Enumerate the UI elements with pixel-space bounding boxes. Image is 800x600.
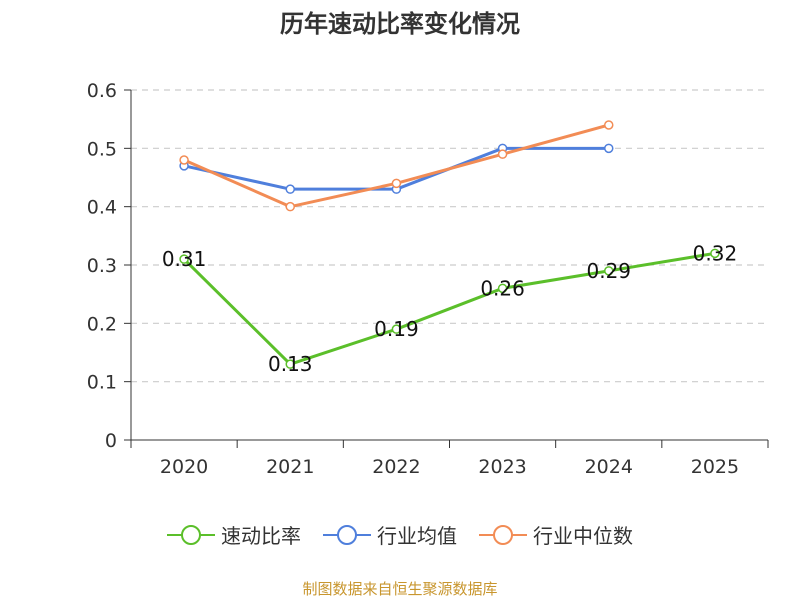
legend-item-industry-median[interactable]: 行业中位数	[479, 520, 633, 549]
data-label-2020: 0.31	[162, 247, 207, 271]
series-2-point-2021[interactable]	[285, 201, 295, 212]
x-tick-label-2025: 2025	[691, 456, 739, 478]
series-0-point-2023[interactable]	[497, 283, 508, 294]
chart-title: 历年速动比率变化情况	[280, 10, 520, 38]
data-label-2022: 0.19	[374, 317, 419, 341]
x-tick-label-2020: 2020	[160, 456, 208, 478]
series-0-point-2020[interactable]	[179, 254, 189, 264]
series-2-point-2024[interactable]	[604, 120, 614, 130]
legend-item-industry-mean[interactable]: 行业均值	[323, 520, 457, 549]
legend-label-industry-mean: 行业均值	[377, 524, 457, 548]
legend-marker-industry-median	[479, 524, 527, 545]
x-tick-label-2024: 2024	[585, 456, 633, 478]
legend-label-industry-median: 行业中位数	[533, 524, 633, 548]
data-label-2021: 0.13	[268, 352, 313, 376]
series-line-2	[183, 123, 610, 209]
legend-marker-quick-ratio	[167, 524, 215, 545]
series-line-0	[183, 251, 716, 366]
y-tick-label-1: 0.1	[87, 372, 117, 394]
y-tick-label-0: 0	[105, 430, 117, 452]
series-0-point-2022[interactable]	[391, 324, 402, 334]
series-0-point-2024[interactable]	[604, 266, 614, 276]
legend-item-quick-ratio[interactable]: 速动比率	[167, 520, 301, 549]
series-1-point-2021[interactable]	[285, 184, 295, 194]
y-tick-label-5: 0.5	[87, 138, 117, 160]
x-tick-label-2021: 2021	[266, 456, 314, 478]
legend-label-quick-ratio: 速动比率	[221, 524, 301, 548]
x-tick-label-2022: 2022	[372, 456, 420, 478]
series-0-point-2025[interactable]	[710, 248, 720, 259]
x-tick-label-2023: 2023	[478, 456, 526, 478]
series-2-point-2022[interactable]	[391, 178, 402, 189]
data-label-2024: 0.29	[586, 259, 631, 283]
legend-marker-industry-mean	[323, 524, 371, 545]
y-tick-label-2: 0.2	[87, 313, 117, 335]
series-2-point-2023[interactable]	[497, 149, 508, 159]
data-label-2023: 0.26	[480, 276, 525, 300]
legend: 速动比率 行业均值 行业中位数	[0, 520, 800, 549]
series-1-point-2024[interactable]	[604, 143, 614, 154]
y-tick-label-6: 0.6	[87, 80, 117, 102]
data-label-2025: 0.32	[693, 241, 738, 265]
source-note: 制图数据来自恒生聚源数据库	[302, 580, 498, 598]
y-tick-label-4: 0.4	[87, 197, 117, 219]
series-2-point-2020[interactable]	[179, 155, 189, 165]
y-tick-label-3: 0.3	[87, 255, 117, 277]
series-0-point-2021[interactable]	[285, 359, 295, 369]
